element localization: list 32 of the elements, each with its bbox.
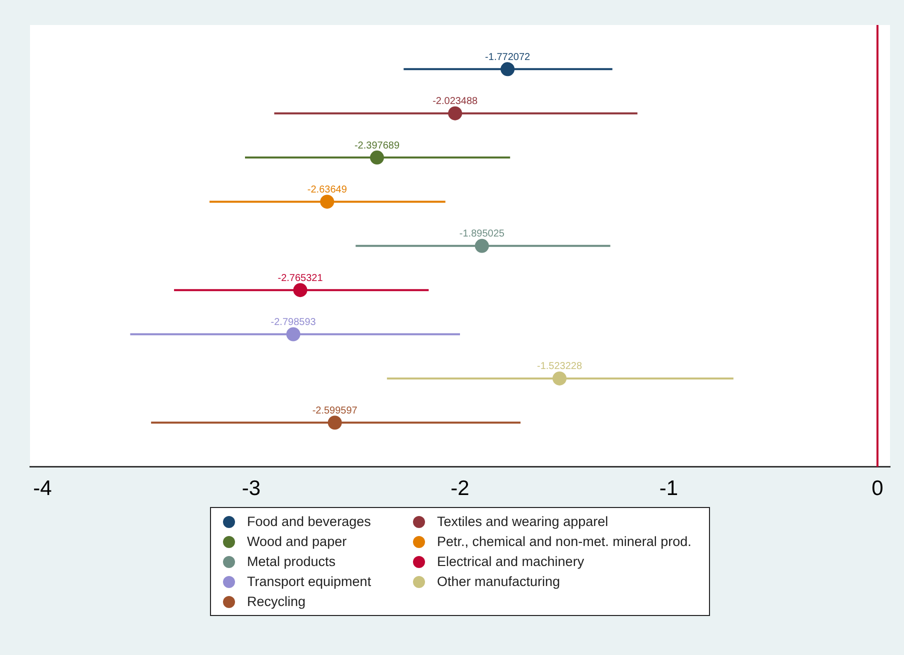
point [474, 238, 489, 253]
data-label: -2.765321 [278, 272, 324, 284]
point [500, 62, 515, 76]
point [293, 283, 308, 298]
x-tick-label: -2 [450, 477, 470, 500]
x-tick-label: -3 [242, 477, 261, 500]
legend-label: Textiles and wearing apparel [437, 514, 608, 529]
legend-label: Food and beverages [247, 514, 371, 529]
x-tick-label: -1 [659, 477, 678, 500]
data-label: -1.895025 [459, 228, 505, 240]
point [286, 327, 300, 342]
x-tick-label: -4 [33, 477, 52, 500]
legend-label: Electrical and machinery [437, 554, 584, 569]
data-label: -2.63649 [307, 184, 348, 196]
legend-label: Other manufacturing [437, 574, 560, 589]
data-label: -2.023488 [432, 96, 478, 108]
point [370, 150, 384, 165]
point [320, 194, 334, 209]
legend-label: Transport equipment [247, 574, 372, 589]
legend-label: Metal products [247, 554, 336, 569]
point [328, 416, 342, 430]
point [552, 371, 567, 386]
data-label: -1.772072 [485, 52, 531, 63]
data-label: -1.523228 [536, 361, 582, 372]
data-label: -2.599597 [312, 405, 358, 416]
data-label: -2.397689 [354, 140, 400, 152]
legend-label: Petr., chemical and non-met. mineral prod. [437, 534, 692, 549]
point [448, 106, 462, 120]
x-tick-label: 0 [872, 477, 884, 500]
legend-label: Wood and paper [247, 534, 347, 549]
legend-label: Recycling [247, 594, 306, 609]
data-label: -2.798593 [270, 317, 316, 328]
